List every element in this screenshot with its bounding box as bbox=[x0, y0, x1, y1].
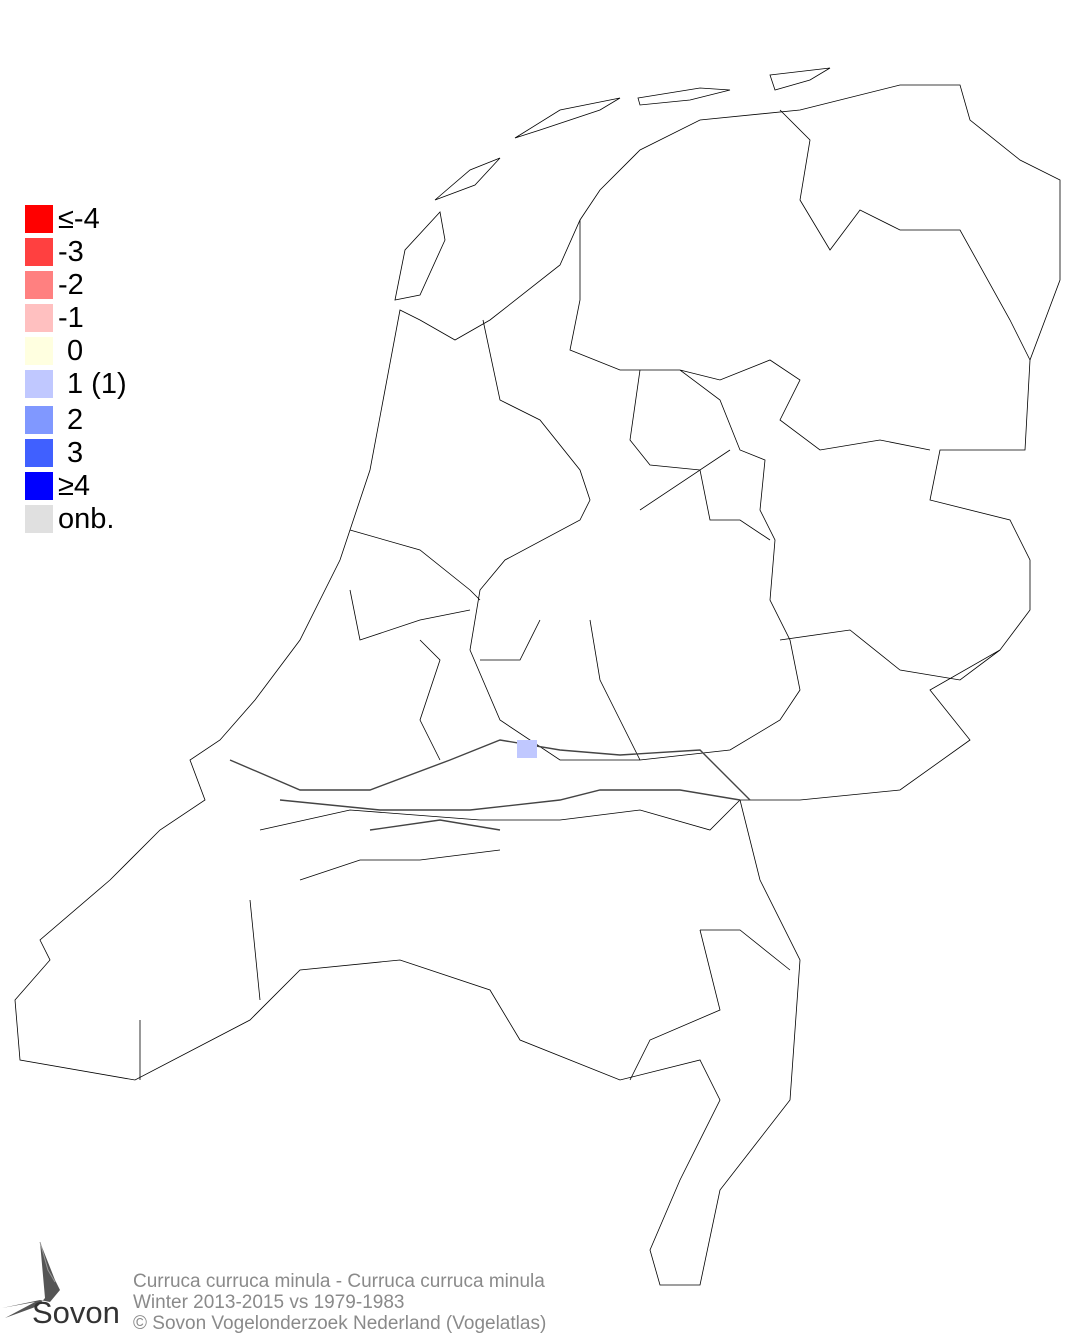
copyright: © Sovon Vogelonderzoek Nederland (Vogela… bbox=[133, 1313, 547, 1334]
legend-item: 3 bbox=[25, 437, 84, 469]
legend-item: -3 bbox=[25, 236, 84, 268]
legend-swatch bbox=[25, 304, 53, 332]
legend-label: 1 (1) bbox=[67, 368, 127, 400]
mainland-outline bbox=[14, 84, 1061, 1286]
sovon-logo-text: Sovon bbox=[32, 1295, 120, 1330]
legend-item: -2 bbox=[25, 269, 84, 301]
legend-item: ≥4 bbox=[25, 470, 91, 502]
legend-swatch bbox=[25, 439, 53, 467]
highlighted-grid-cell bbox=[517, 740, 537, 758]
legend-label: onb. bbox=[58, 503, 115, 535]
island-terschelling bbox=[514, 97, 621, 139]
species-title: Curruca curruca minula - Curruca curruca… bbox=[133, 1271, 545, 1292]
island-vlieland bbox=[434, 157, 501, 201]
island-schiermonnikoog bbox=[769, 67, 831, 91]
province-borders bbox=[139, 109, 1031, 1081]
legend-label: -2 bbox=[58, 269, 84, 301]
island-ameland bbox=[637, 87, 731, 106]
sovon-swallow-logo-icon bbox=[2, 1241, 60, 1318]
legend-item: 2 bbox=[25, 404, 84, 436]
legend-label: 3 bbox=[67, 437, 84, 469]
legend-item: onb. bbox=[25, 503, 115, 535]
legend-label: 0 bbox=[67, 335, 84, 367]
legend-label: -3 bbox=[58, 236, 84, 268]
legend-label: ≥4 bbox=[58, 470, 91, 502]
river-rhine-waal bbox=[229, 739, 751, 831]
legend-swatch bbox=[25, 271, 53, 299]
map-caption: Curruca curruca minula - Curruca curruca… bbox=[133, 1271, 546, 1334]
legend-swatch bbox=[25, 472, 53, 500]
legend-swatch bbox=[25, 505, 53, 533]
legend-swatch bbox=[25, 205, 53, 233]
island-texel bbox=[394, 211, 446, 301]
legend-swatch bbox=[25, 370, 53, 398]
legend-swatch bbox=[25, 406, 53, 434]
legend-swatch bbox=[25, 238, 53, 266]
legend-item: 0 bbox=[25, 335, 84, 367]
legend-item: ≤-4 bbox=[25, 203, 100, 235]
period-comparison: Winter 2013-2015 vs 1979-1983 bbox=[133, 1292, 405, 1313]
legend-label: 2 bbox=[67, 404, 84, 436]
legend-label: -1 bbox=[58, 302, 84, 334]
legend-swatch bbox=[25, 337, 53, 365]
legend-item: -1 bbox=[25, 302, 84, 334]
legend-label: ≤-4 bbox=[58, 203, 100, 235]
legend-item: 1 (1) bbox=[25, 368, 127, 400]
